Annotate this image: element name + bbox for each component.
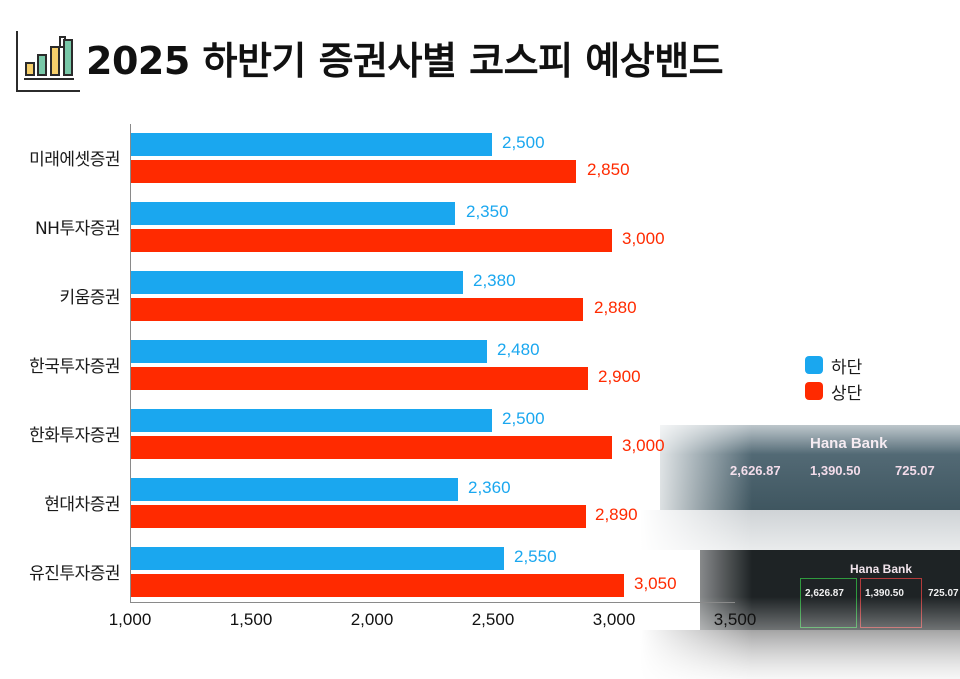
bar-low — [131, 133, 492, 156]
value-label-high: 3,050 — [634, 574, 677, 593]
value-label-high: 2,900 — [598, 367, 641, 386]
legend-swatch-high — [805, 382, 823, 400]
legend-swatch-low — [805, 356, 823, 374]
category-label: 키움증권 — [59, 288, 120, 308]
value-label-high: 2,880 — [594, 298, 637, 317]
value-label-low: 2,480 — [497, 340, 540, 359]
legend-label: 상단 — [831, 383, 863, 404]
category-label: 한화투자증권 — [29, 426, 120, 446]
bar-high — [131, 229, 612, 252]
value-label-low: 2,360 — [468, 478, 511, 497]
bar-high — [131, 298, 583, 321]
category-label: 현대차증권 — [44, 495, 120, 515]
legend: 하단 상단 — [805, 352, 862, 404]
category-label: NH투자증권 — [34, 219, 121, 239]
bar-low — [131, 340, 487, 363]
value-label-low: 2,380 — [473, 271, 516, 290]
category-label: 유진투자증권 — [29, 564, 120, 584]
y-axis — [130, 124, 131, 603]
bar-high — [131, 574, 624, 597]
bar-high — [131, 367, 588, 390]
value-label-low: 2,350 — [466, 202, 509, 221]
x-tick-label: 1,000 — [108, 610, 152, 629]
value-label-low: 2,500 — [502, 409, 545, 428]
bar-low — [131, 547, 504, 570]
photo-fade-overlay — [640, 405, 960, 679]
category-label: 미래에셋증권 — [29, 150, 120, 170]
bar-high — [131, 505, 586, 528]
value-label-low: 2,500 — [502, 133, 545, 152]
x-axis — [130, 602, 735, 603]
x-tick-label: 2,500 — [471, 610, 515, 629]
value-label-high: 3,000 — [622, 229, 665, 248]
x-tick-label: 3,500 — [713, 610, 757, 629]
value-label-high: 2,890 — [595, 505, 638, 524]
x-tick-label: 2,000 — [350, 610, 394, 629]
bar-low — [131, 271, 463, 294]
bar-low — [131, 478, 458, 501]
legend-item-low: 하단 — [805, 352, 862, 378]
background-photo-trading-room: Hana Bank 2,626.87 1,390.50 725.07 Hana … — [640, 405, 960, 679]
value-label-high: 2,850 — [587, 160, 630, 179]
bar-chart-icon — [16, 31, 80, 92]
category-label: 한국투자증권 — [29, 357, 120, 377]
x-tick-label: 3,000 — [592, 610, 636, 629]
legend-label: 하단 — [831, 357, 863, 378]
legend-item-high: 상단 — [805, 378, 862, 404]
bar-high — [131, 436, 612, 459]
bar-low — [131, 409, 492, 432]
x-tick-label: 1,500 — [229, 610, 273, 629]
page-title: 2025 하반기 증권사별 코스피 예상밴드 — [86, 39, 724, 83]
value-label-low: 2,550 — [514, 547, 557, 566]
bar-high — [131, 160, 576, 183]
bar-low — [131, 202, 455, 225]
value-label-high: 3,000 — [622, 436, 665, 455]
title-area — [14, 26, 82, 96]
